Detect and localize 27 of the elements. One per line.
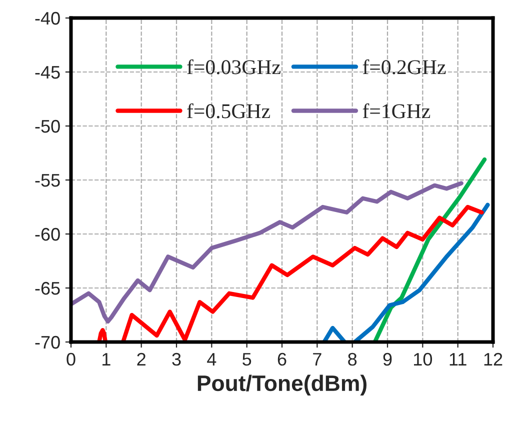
x-axis-title: Pout/Tone(dBm)	[198, 374, 366, 396]
x-tick-label: 4	[207, 353, 216, 366]
y-tick-label: -70	[35, 336, 60, 349]
y-tick-label: -55	[35, 174, 60, 187]
legend-label: f=0.2GHz	[362, 59, 446, 74]
x-tick-label: 6	[278, 352, 286, 366]
x-tick-label: 9	[383, 352, 392, 366]
x-tick-label: 2	[137, 352, 146, 366]
x-tick-label: 7	[313, 353, 322, 366]
x-tick-label: 1	[102, 353, 110, 366]
line-series	[71, 181, 464, 324]
x-tick-label: 0	[66, 352, 76, 366]
x-tick-label: 12	[484, 352, 502, 366]
x-tick-label: 8	[348, 352, 357, 366]
x-tick-label: 10	[414, 352, 432, 366]
line-series	[372, 157, 487, 342]
y-tick-label: -65	[35, 282, 60, 295]
y-tick-label: -50	[35, 120, 60, 133]
x-tick-label: 11	[450, 353, 466, 366]
y-tick-label: -60	[35, 228, 60, 241]
legend-label: f=1GHz	[362, 103, 430, 118]
legend-label: f=0.5GHz	[187, 103, 270, 118]
x-tick-label: 3	[172, 352, 181, 366]
legend-label: f=0.03GHz	[187, 59, 280, 74]
y-tick-label: -45	[35, 66, 60, 79]
x-tick-label: 5	[242, 353, 252, 366]
y-tick-label: -40	[35, 12, 60, 25]
